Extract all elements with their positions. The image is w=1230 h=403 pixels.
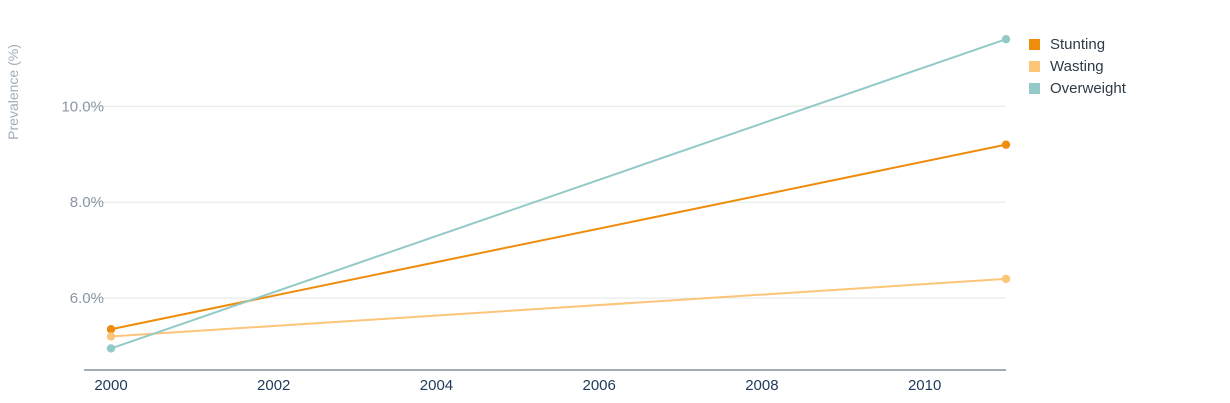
x-tick-label: 2010	[908, 377, 941, 394]
series-line-overweight	[110, 38, 1007, 350]
data-point-overweight[interactable]	[1001, 34, 1011, 44]
gridlines	[84, 105, 1006, 299]
x-tick-labels: 2000 2002 2004 2006 2008 2010	[94, 377, 941, 394]
series-stunting	[106, 140, 1011, 334]
x-tick-label: 2008	[745, 377, 778, 394]
series-wasting	[106, 274, 1011, 341]
legend-label: Wasting	[1050, 57, 1104, 75]
data-point-wasting[interactable]	[1001, 274, 1011, 284]
x-tick-label: 2000	[94, 377, 127, 394]
y-tick-label: 6.0%	[70, 290, 104, 307]
series-overweight	[106, 34, 1011, 353]
legend: Stunting Wasting Overweight	[1029, 33, 1126, 99]
legend-item-stunting[interactable]: Stunting	[1029, 33, 1126, 55]
x-tick-label: 2002	[257, 377, 290, 394]
x-tick-label: 2004	[420, 377, 453, 394]
data-point-stunting[interactable]	[106, 325, 116, 334]
legend-swatch	[1029, 38, 1040, 50]
series-line-wasting	[110, 277, 1007, 338]
y-tick-label: 10.0%	[61, 98, 104, 115]
legend-swatch	[1029, 82, 1040, 94]
data-point-overweight[interactable]	[106, 344, 116, 353]
data-point-stunting[interactable]	[1001, 140, 1011, 149]
legend-swatch	[1029, 60, 1040, 72]
y-tick-label: 8.0%	[70, 194, 104, 211]
y-tick-labels: 6.0% 8.0% 10.0%	[61, 98, 104, 307]
legend-item-overweight[interactable]: Overweight	[1029, 77, 1126, 99]
series-lines	[106, 34, 1011, 353]
legend-label: Overweight	[1050, 79, 1126, 97]
x-tick-label: 2006	[582, 377, 615, 394]
y-axis-title: Prevalence (%)	[5, 44, 21, 140]
legend-item-wasting[interactable]: Wasting	[1029, 55, 1126, 77]
series-line-stunting	[110, 143, 1007, 331]
data-point-wasting[interactable]	[106, 332, 116, 341]
legend-label: Stunting	[1050, 35, 1106, 53]
